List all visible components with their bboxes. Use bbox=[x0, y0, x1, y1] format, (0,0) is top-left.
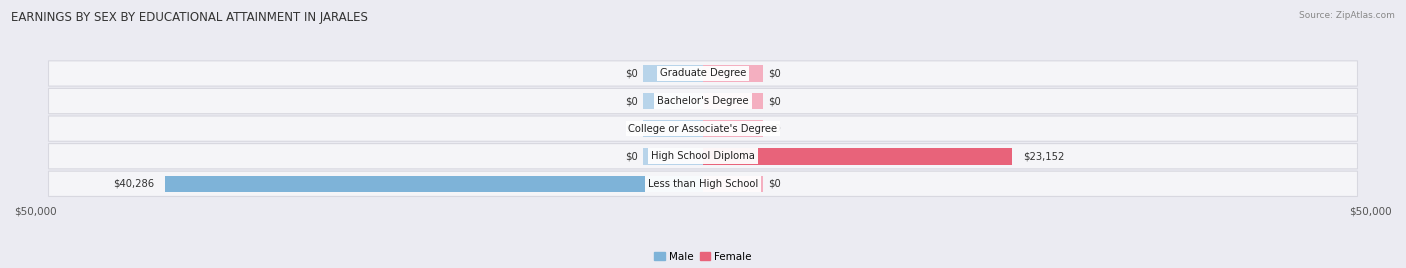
FancyBboxPatch shape bbox=[48, 171, 1358, 196]
Bar bbox=[643, 148, 703, 165]
FancyBboxPatch shape bbox=[48, 144, 1358, 169]
Text: $0: $0 bbox=[769, 124, 782, 134]
Bar bbox=[643, 93, 703, 109]
Text: Graduate Degree: Graduate Degree bbox=[659, 68, 747, 79]
FancyBboxPatch shape bbox=[48, 116, 1358, 141]
Bar bbox=[703, 65, 763, 82]
Text: $0: $0 bbox=[769, 68, 782, 79]
Text: $0: $0 bbox=[769, 96, 782, 106]
Text: $0: $0 bbox=[624, 96, 637, 106]
Text: Less than High School: Less than High School bbox=[648, 179, 758, 189]
Bar bbox=[703, 120, 763, 137]
Text: $0: $0 bbox=[624, 124, 637, 134]
Text: $0: $0 bbox=[624, 151, 637, 161]
Bar bbox=[703, 176, 763, 192]
Text: $0: $0 bbox=[624, 68, 637, 79]
Bar bbox=[165, 176, 703, 192]
FancyBboxPatch shape bbox=[48, 88, 1358, 114]
Text: $40,286: $40,286 bbox=[112, 179, 155, 189]
Bar bbox=[703, 148, 1012, 165]
Text: High School Diploma: High School Diploma bbox=[651, 151, 755, 161]
Text: $23,152: $23,152 bbox=[1024, 151, 1064, 161]
Bar bbox=[643, 65, 703, 82]
Bar bbox=[643, 120, 703, 137]
Text: EARNINGS BY SEX BY EDUCATIONAL ATTAINMENT IN JARALES: EARNINGS BY SEX BY EDUCATIONAL ATTAINMEN… bbox=[11, 11, 368, 24]
FancyBboxPatch shape bbox=[48, 61, 1358, 86]
Text: $0: $0 bbox=[769, 179, 782, 189]
Text: Source: ZipAtlas.com: Source: ZipAtlas.com bbox=[1299, 11, 1395, 20]
Text: College or Associate's Degree: College or Associate's Degree bbox=[628, 124, 778, 134]
Bar bbox=[703, 93, 763, 109]
Legend: Male, Female: Male, Female bbox=[650, 248, 756, 266]
Text: Bachelor's Degree: Bachelor's Degree bbox=[657, 96, 749, 106]
